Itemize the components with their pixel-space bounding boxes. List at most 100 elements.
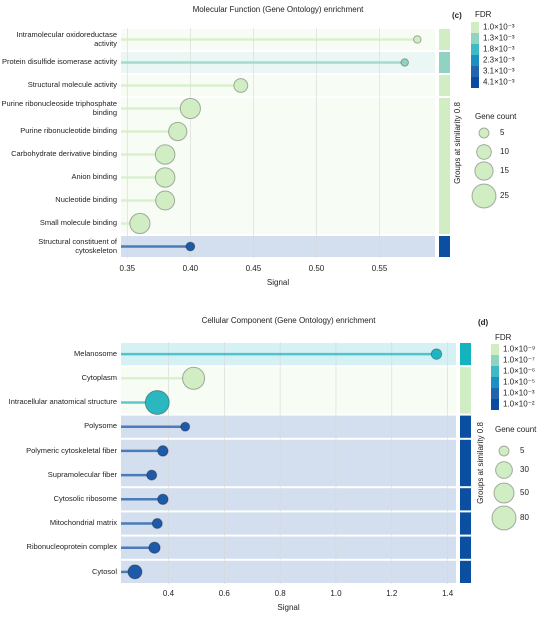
category-label-box: Cytosolic ribosome [53,493,117,503]
group-bar [460,439,471,487]
size-legend-dot [476,144,492,160]
group-band [121,236,435,257]
category-label: Ribonucleoprotein complex [26,542,117,552]
size-legend-label: 80 [520,513,529,522]
legend-swatch [471,44,479,55]
category-label-box: Intracellular anatomical structure [9,397,117,406]
chart-title: Molecular Function (Gene Ontology) enric… [193,5,365,14]
group-bar [439,236,450,257]
size-legend-dot [498,445,510,457]
x-tick-label: 0.45 [246,264,262,273]
category-label: Polymeric cytoskeletal fiber [26,445,117,455]
category-label: Intramolecular oxidoreductase activity [16,29,117,48]
group-label: Groups at similarity 0.8 [476,422,485,504]
legend-swatch [491,344,499,355]
category-label-box: Ribonucleoprotein complex [26,542,117,552]
dot [233,78,249,93]
group-band [121,415,456,438]
category-label: Melanosome [74,348,117,358]
group-band [121,439,456,487]
category-label-box: Structural constituent of cytoskeleton [38,236,117,255]
legend-label: 1.0×10⁻⁶ [503,367,535,376]
category-label-box: Protein disulfide isomerase activity [1,57,117,67]
size-legend-label: 5 [500,128,505,137]
legend-swatch [491,377,499,388]
dot [154,167,176,188]
group-bar [460,536,471,559]
x-tick-label: 1.2 [386,589,398,598]
x-tick-label: 0.40 [183,264,199,273]
x-tick-label: 1.4 [442,589,454,598]
dot [157,445,169,457]
legend-label: 1.0×10⁻² [503,400,535,409]
group-band [121,488,456,511]
x-tick-label: 0.4 [163,589,175,598]
size-legend-label: 30 [520,465,529,474]
x-tick-label: 0.35 [120,264,136,273]
category-label: Purine ribonucleoside triphosphate bindi… [1,98,118,117]
size-legend-dot [491,505,517,531]
category-label-box: Nucleotide binding [55,195,117,205]
legend-label: 1.3×10⁻³ [483,34,515,43]
category-label: Polysome [84,421,117,431]
size-legend-label: 25 [500,191,509,200]
legend-title: Gene count [475,112,517,121]
size-legend-label: 5 [520,446,525,455]
x-tick-label: 0.50 [309,264,325,273]
dot [168,121,188,142]
category-label-box: Polysome [84,421,117,431]
panel-label: (c) [452,11,462,20]
category-label: Supramolecular fiber [47,469,117,479]
dot [129,212,151,235]
size-legend-label: 10 [500,147,509,156]
legend-label: 1.0×10⁻³ [503,389,535,398]
category-label: Structural molecule activity [27,80,117,90]
legend-swatch [471,55,479,66]
size-legend-label: 50 [520,488,529,497]
size-legend-dot [471,183,497,209]
group-bar [460,367,471,414]
legend-label: 1.0×10⁻⁷ [503,356,535,365]
legend-title: FDR [475,10,492,19]
dot [180,421,191,432]
category-label: Protein disulfide isomerase activity [1,57,117,67]
group-bar [460,488,471,511]
x-axis-label: Signal [277,603,299,612]
legend-label: 4.1×10⁻³ [483,78,515,87]
category-label: Structural constituent of cytoskeleton [38,236,117,255]
category-label-box: Cytosol [92,567,117,576]
dot [127,564,143,580]
group-bar [460,343,471,366]
category-label: Cytosolic ribosome [53,493,117,503]
dot [400,58,409,67]
group-bar [439,75,450,96]
dot [148,541,161,554]
size-legend-label: 15 [500,166,509,175]
group-band [121,367,456,414]
legend-label: 3.1×10⁻³ [483,67,515,76]
dot [144,390,170,415]
legend-swatch [471,33,479,44]
legend-swatch [471,77,479,88]
chart-title: Cellular Component (Gene Ontology) enric… [202,316,377,325]
size-legend-dot [493,482,515,504]
size-legend-dot [474,161,494,181]
category-label-box: Polymeric cytoskeletal fiber [26,445,117,455]
dot [154,144,176,165]
category-label: Nucleotide binding [55,195,117,205]
category-label-box: Purine ribonucleoside triphosphate bindi… [1,98,118,117]
group-bar [460,560,471,583]
legend-swatch [491,366,499,377]
x-tick-label: 1.0 [330,589,342,598]
dot [413,35,422,44]
category-label: Anion binding [71,172,117,182]
legend-swatch [471,22,479,33]
legend-label: 1.0×10⁻⁹ [503,345,535,354]
group-bar [439,52,450,73]
category-label: Small molecule binding [39,218,117,228]
group-band [121,75,435,96]
dot [182,366,206,390]
category-label-box: Purine ribonucleotide binding [20,126,117,135]
category-label-box: Supramolecular fiber [47,469,117,479]
